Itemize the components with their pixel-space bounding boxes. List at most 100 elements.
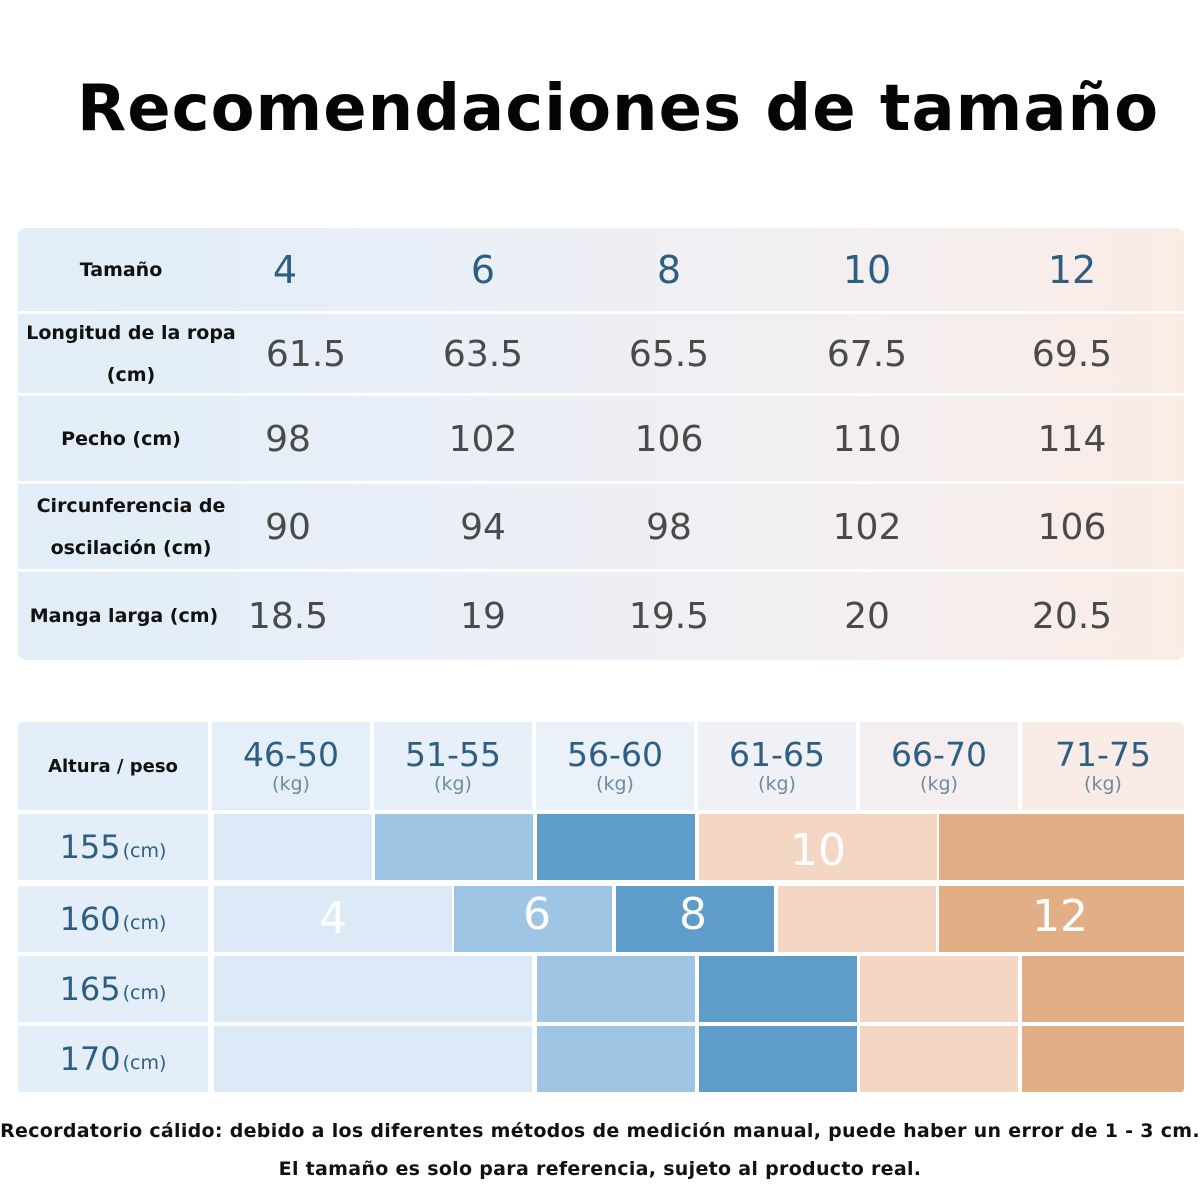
table-cell: 98 [646,506,692,548]
weight-column-header: 66-70 (kg) [860,722,1018,810]
size-header-label: Tamaño [79,259,163,281]
weight-unit: (kg) [920,773,958,795]
size-block-6 [454,886,612,952]
weight-range: 71-75 [1055,735,1151,774]
size-block-6 [537,1026,695,1092]
size-block-10 [860,1026,1018,1092]
size-table-header-row: Tamaño 4 6 8 10 12 [18,228,1184,314]
size-mark-6: 6 [523,889,551,940]
table-cell: 106 [1037,506,1107,548]
height-unit: (cm) [122,840,167,862]
size-block-12 [939,814,1184,880]
size-mark-4: 4 [319,893,347,944]
row-label-line1: Longitud de la ropa [26,322,236,344]
weight-unit: (kg) [434,773,472,795]
weight-unit: (kg) [272,773,310,795]
height-row-label: 155 (cm) [18,814,208,880]
table-cell: 106 [634,418,704,460]
row-label-sleeve: Manga larga (cm) [18,572,230,660]
height-weight-corner-label: Altura / peso [18,722,208,810]
size-block-12 [1022,956,1184,1022]
weight-range: 46-50 [243,735,339,774]
row-label-line1: Circunferencia de [36,495,226,517]
table-cell: 114 [1037,418,1107,460]
table-cell: 65.5 [628,333,710,375]
weight-column-header: 56-60 (kg) [536,722,694,810]
disclaimer-line-2: El tamaño es solo para referencia, sujet… [278,1158,922,1180]
row-label-chest: Pecho (cm) [18,396,224,482]
page-title: Recomendaciones de tamaño [76,72,1160,146]
size-block-8 [537,814,695,880]
weight-column-header: 46-50 (kg) [212,722,370,810]
height-unit: (cm) [122,982,167,1004]
size-table-row: Longitud de la ropa (cm) 61.5 63.5 65.5 6… [18,314,1184,396]
table-cell: 98 [265,418,311,460]
height-value: 155 [59,828,121,866]
weight-unit: (kg) [596,773,634,795]
size-header-4: 4 [272,248,298,292]
table-cell: 61.5 [265,333,347,375]
size-block-4 [214,956,532,1022]
height-unit: (cm) [122,912,167,934]
weight-range: 61-65 [729,735,825,774]
size-block-6 [375,814,533,880]
size-block-10 [778,886,936,952]
size-mark-10: 10 [790,825,846,876]
weight-column-header: 51-55 (kg) [374,722,532,810]
weight-column-header: 71-75 (kg) [1022,722,1184,810]
table-cell: 90 [265,506,311,548]
height-row-label: 170 (cm) [18,1026,208,1092]
size-block-12 [939,886,1184,952]
table-cell: 20 [844,595,890,637]
weight-range: 66-70 [891,735,987,774]
row-label-line2: oscilación (cm) [50,537,212,559]
row-label-hem: Circunferencia de oscilación (cm) [18,484,244,570]
weight-unit: (kg) [758,773,796,795]
size-mark-12: 12 [1032,891,1088,942]
table-cell: 94 [460,506,506,548]
size-block-8 [616,886,774,952]
height-value: 165 [59,970,121,1008]
table-cell: 63.5 [442,333,524,375]
size-table: Tamaño 4 6 8 10 12 Longitud de la ropa (c… [18,228,1184,660]
table-cell: 102 [448,418,518,460]
size-block-6 [537,956,695,1022]
table-cell: 102 [832,506,902,548]
table-cell: 20.5 [1031,595,1113,637]
height-value: 170 [59,1040,121,1078]
size-block-10 [699,814,937,880]
weight-column-header: 61-65 (kg) [698,722,856,810]
size-table-row: Manga larga (cm) 18.5 19 19.5 20 20.5 [18,572,1184,660]
disclaimer-line-1: Recordatorio cálido: debido a los difere… [0,1120,1200,1142]
size-block-8 [699,956,857,1022]
size-block-12 [1022,1026,1184,1092]
table-cell: 19 [460,595,506,637]
size-header-10: 10 [842,248,892,292]
row-label-length: Longitud de la ropa (cm) [18,314,244,394]
size-block-10 [860,956,1018,1022]
size-table-row: Circunferencia de oscilación (cm) 90 94 9… [18,484,1184,572]
weight-range: 51-55 [405,735,501,774]
table-cell: 67.5 [826,333,908,375]
weight-unit: (kg) [1084,773,1122,795]
size-block-4 [214,814,372,880]
height-unit: (cm) [122,1052,167,1074]
height-value: 160 [59,900,121,938]
table-cell: 18.5 [247,595,329,637]
height-row-label: 165 (cm) [18,956,208,1022]
size-header-8: 8 [656,248,682,292]
size-block-4 [214,1026,532,1092]
table-cell: 69.5 [1031,333,1113,375]
size-header-6: 6 [470,248,496,292]
size-block-8 [699,1026,857,1092]
row-label-line1: Manga larga (cm) [29,605,219,627]
row-label-line2: (cm) [106,364,156,386]
size-header-12: 12 [1047,248,1097,292]
size-block-4 [214,886,452,952]
table-cell: 19.5 [628,595,710,637]
size-table-row: Pecho (cm) 98 102 106 110 114 [18,396,1184,484]
weight-range: 56-60 [567,735,663,774]
row-label-line1: Pecho (cm) [61,428,181,450]
table-cell: 110 [832,418,902,460]
height-row-label: 160 (cm) [18,886,208,952]
